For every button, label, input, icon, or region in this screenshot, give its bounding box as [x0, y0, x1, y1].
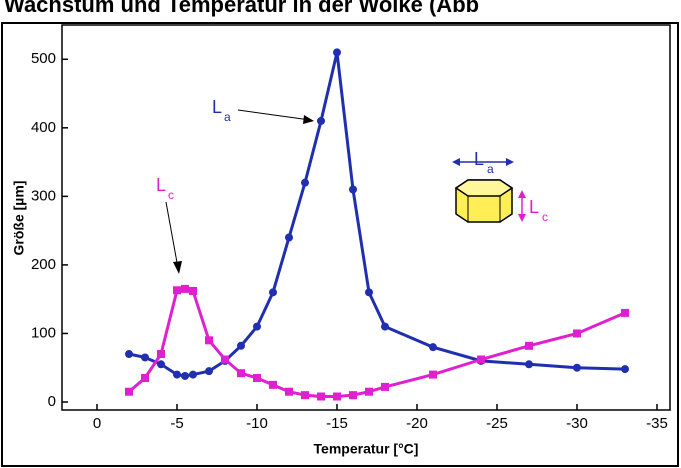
point: [317, 392, 325, 401]
y-tick-label: 400: [31, 119, 56, 136]
point: [525, 341, 533, 350]
chart-title: Wachstum und Temperatur in der Wolke (Ab…: [4, 0, 479, 17]
point: [125, 350, 133, 359]
inset-icon: [452, 158, 526, 223]
point: [429, 343, 437, 352]
annotation-sub: a: [224, 110, 231, 124]
x-tick-label: -20: [406, 415, 428, 432]
point: [205, 336, 213, 345]
point: [429, 370, 437, 379]
point: [221, 355, 229, 364]
point: [621, 365, 629, 374]
point: [349, 185, 357, 194]
annotation-arrowhead: [173, 261, 182, 274]
point: [189, 286, 197, 295]
point: [237, 341, 245, 350]
point: [173, 370, 181, 379]
x-tick-label: -5: [170, 415, 183, 432]
point: [381, 322, 389, 331]
inset-height-sub: c: [542, 210, 548, 224]
x-tick-label: -25: [486, 415, 508, 432]
y-tick-label: 300: [31, 187, 56, 204]
point: [317, 116, 325, 125]
x-tick-label: -35: [646, 415, 668, 432]
point: [301, 178, 309, 187]
point: [285, 387, 293, 396]
line: [128, 287, 626, 399]
annotation-text: L: [212, 97, 222, 117]
point: [477, 355, 485, 364]
annotation-arrow: [237, 109, 311, 121]
point: [269, 380, 277, 389]
y-tick-label: 0: [48, 393, 56, 410]
y-tick-label: 200: [31, 256, 56, 273]
point: [333, 392, 341, 401]
inset-width-sub: a: [487, 162, 494, 176]
point: [157, 360, 165, 369]
annotation-text: L: [156, 175, 166, 195]
point: [189, 370, 197, 379]
y-tick-label: 100: [31, 324, 56, 341]
x-axis-title: Temperatur [°C]: [314, 441, 419, 457]
point: [253, 374, 261, 383]
point: [181, 284, 189, 293]
point: [157, 350, 165, 359]
point: [621, 308, 629, 317]
inset-height-label: L: [529, 197, 539, 217]
y-axis-title: Größe [µm]: [11, 181, 27, 256]
point: [269, 288, 277, 297]
point: [349, 391, 357, 400]
point: [205, 367, 213, 376]
point: [365, 288, 373, 297]
point: [125, 387, 133, 396]
annotation-sub: c: [168, 188, 174, 202]
point: [573, 329, 581, 338]
point: [573, 363, 581, 372]
point: [381, 382, 389, 391]
point: [285, 233, 293, 242]
point: [141, 353, 149, 362]
point: [333, 48, 341, 57]
point: [253, 322, 261, 331]
point: [237, 369, 245, 378]
plot-area: [61, 24, 671, 411]
inset-width-label: L: [474, 149, 484, 169]
x-tick-label: -10: [246, 415, 268, 432]
point: [525, 360, 533, 369]
x-tick-label: 0: [93, 415, 101, 432]
frame: [1, 22, 679, 467]
annotation-arrow: [165, 201, 179, 269]
annotation-arrowhead: [303, 115, 314, 124]
point: [181, 371, 189, 380]
point: [173, 286, 181, 295]
x-tick-label: -15: [326, 415, 348, 432]
point: [365, 387, 373, 396]
point: [301, 391, 309, 400]
y-tick-label: 500: [31, 50, 56, 67]
x-tick-label: -30: [566, 415, 588, 432]
point: [141, 374, 149, 383]
